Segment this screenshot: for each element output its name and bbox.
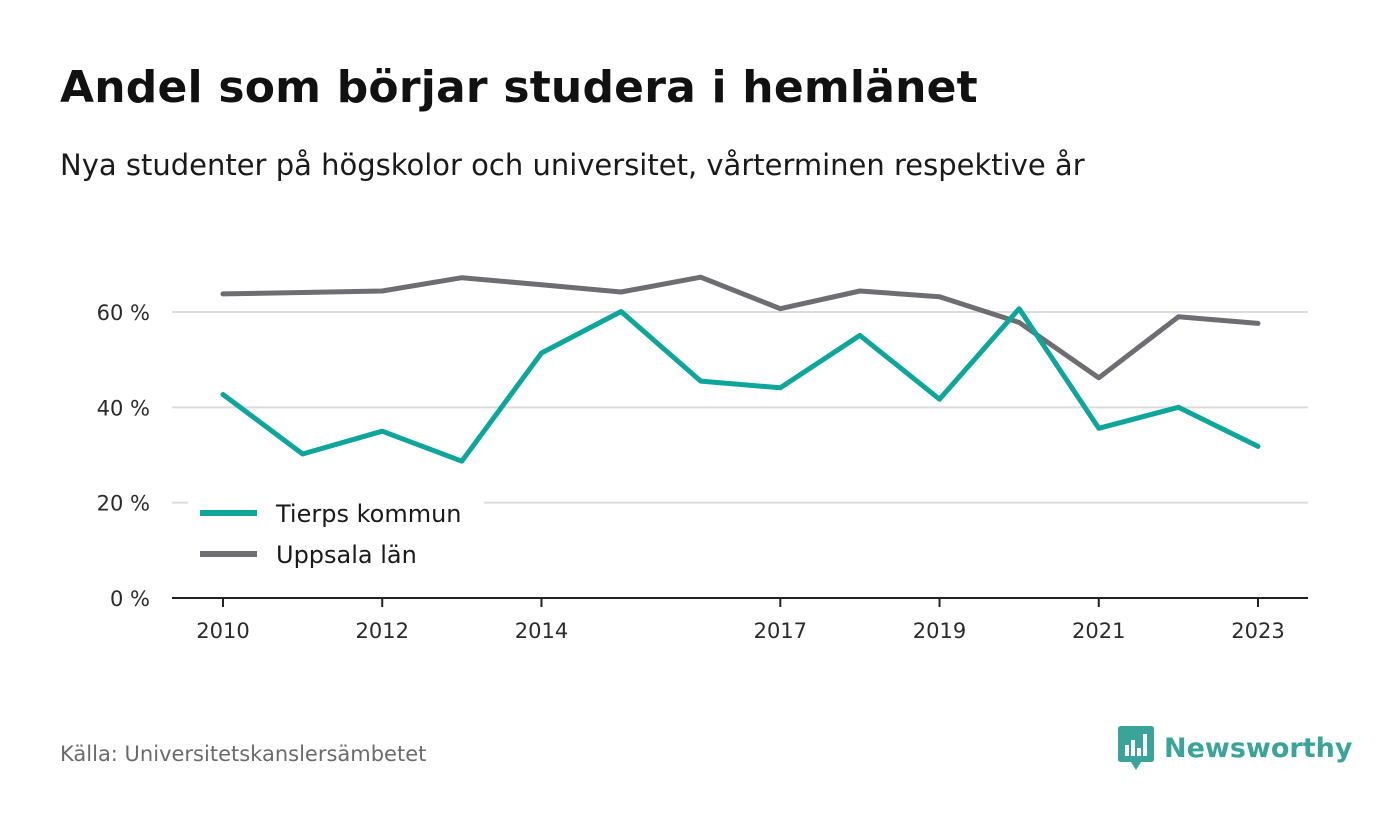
source-note: Källa: Universitetskanslersämbetet: [60, 742, 427, 766]
legend-label: Uppsala län: [276, 541, 417, 569]
brand-name: Newsworthy: [1164, 732, 1353, 764]
legend-label: Tierps kommun: [275, 500, 462, 528]
chart-subtitle: Nya studenter på högskolor och universit…: [60, 148, 1085, 182]
x-tick-label: 2017: [754, 619, 807, 643]
x-tick-label: 2023: [1231, 619, 1284, 643]
series-lines: [220, 274, 1261, 464]
y-tick-label: 40 %: [97, 396, 150, 420]
x-axis: 2010 2012 2014 2017 2019 2021 2023: [172, 597, 1308, 643]
legend: Tierps kommun Uppsala län: [188, 490, 484, 580]
x-tick-label: 2021: [1072, 619, 1125, 643]
y-tick-label: 60 %: [97, 301, 150, 325]
y-axis-tick-labels: 0 % 20 % 40 % 60 %: [97, 301, 150, 611]
bar-chart-speech-bubble-icon: [1118, 726, 1154, 770]
x-tick-label: 2012: [356, 619, 409, 643]
y-tick-label: 20 %: [97, 492, 150, 516]
x-tick-label: 2014: [515, 619, 568, 643]
grid-lines: [172, 311, 1308, 504]
legend-background: [188, 490, 484, 580]
x-tick-label: 2010: [196, 619, 249, 643]
chart-title: Andel som börjar studera i hemlänet: [60, 62, 978, 113]
series-line-tierps-kommun: [220, 306, 1261, 464]
brand-logo: Newsworthy: [1118, 726, 1352, 770]
y-tick-label: 0 %: [110, 587, 150, 611]
series-line-uppsala-lan: [220, 274, 1261, 381]
x-tick-label: 2019: [913, 619, 966, 643]
